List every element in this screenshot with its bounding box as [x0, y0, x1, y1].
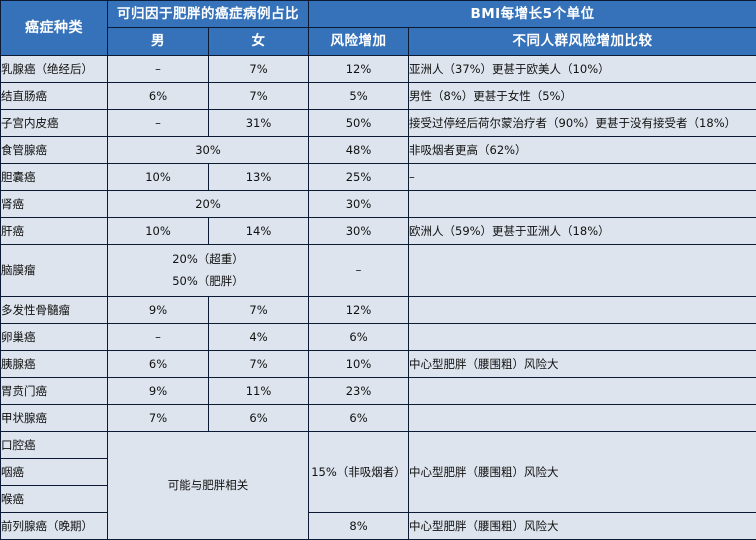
row-compare: 接受过停经后荷尔蒙治疗者（90%）更甚于没有接受者（18%） — [409, 110, 756, 137]
table-row: 食管腺癌 30% 48% 非吸烟者更高（62%） — [1, 137, 756, 164]
row-compare: – — [409, 164, 756, 191]
row-female: 6% — [209, 405, 309, 432]
row-name: 多发性骨髓瘤 — [1, 297, 108, 324]
table-row: 肝癌 10% 14% 30% 欧洲人（59%）更甚于亚洲人（18%） — [1, 218, 756, 245]
row-female: 14% — [209, 218, 309, 245]
row-name: 肝癌 — [1, 218, 108, 245]
table-row: 口腔癌 可能与肥胖相关 15%（非吸烟者） 中心型肥胖（腰围粗）风险大 — [1, 432, 756, 459]
row-sex-line-obese: 50%（肥胖） — [108, 271, 308, 293]
row-sex-merged: 20% — [108, 191, 309, 218]
row-name: 胆囊癌 — [1, 164, 108, 191]
row-female: 13% — [209, 164, 309, 191]
row-risk: 6% — [309, 324, 409, 351]
row-risk: 10% — [309, 351, 409, 378]
row-female: 4% — [209, 324, 309, 351]
row-risk-merged: 15%（非吸烟者） — [309, 432, 409, 513]
row-risk: 23% — [309, 378, 409, 405]
row-compare: 中心型肥胖（腰围粗）风险大 — [409, 513, 756, 540]
row-compare — [409, 378, 756, 405]
table-row: 结直肠癌 6% 7% 5% 男性（8%）更甚于女性（5%） — [1, 83, 756, 110]
row-male: – — [108, 56, 209, 83]
row-male: 10% — [108, 218, 209, 245]
row-name: 胃贲门癌 — [1, 378, 108, 405]
row-female: 11% — [209, 378, 309, 405]
row-compare: 亚洲人（37%）更甚于欧美人（10%） — [409, 56, 756, 83]
row-risk: 30% — [309, 218, 409, 245]
table-row: 肾癌 20% 30% — [1, 191, 756, 218]
row-risk: 25% — [309, 164, 409, 191]
row-risk: 30% — [309, 191, 409, 218]
row-male: 10% — [108, 164, 209, 191]
header-row-top: 癌症种类 可归因于肥胖的癌症病例占比 BMI每增长5个单位 — [1, 1, 756, 28]
header-category: 癌症种类 — [1, 1, 108, 56]
row-risk: 48% — [309, 137, 409, 164]
row-name: 咽癌 — [1, 459, 108, 486]
table-row: 胆囊癌 10% 13% 25% – — [1, 164, 756, 191]
table-row: 乳腺癌（绝经后） – 7% 12% 亚洲人（37%）更甚于欧美人（10%） — [1, 56, 756, 83]
row-sex-line-overweight: 20%（超重） — [108, 249, 308, 271]
row-name: 甲状腺癌 — [1, 405, 108, 432]
row-compare — [409, 297, 756, 324]
table-row: 胃贲门癌 9% 11% 23% — [1, 378, 756, 405]
table-row: 甲状腺癌 7% 6% 6% — [1, 405, 756, 432]
header-population-compare: 不同人群风险增加比较 — [409, 28, 756, 56]
row-name: 子宫内皮癌 — [1, 110, 108, 137]
row-name: 结直肠癌 — [1, 83, 108, 110]
header-male: 男 — [108, 28, 209, 56]
row-male: 9% — [108, 378, 209, 405]
row-risk: 50% — [309, 110, 409, 137]
row-sex-merged-bottom: 可能与肥胖相关 — [108, 432, 309, 540]
header-group-bmi: BMI每增长5个单位 — [309, 1, 756, 28]
table-row: 脑膜瘤 20%（超重） 50%（肥胖） – — [1, 245, 756, 297]
row-male: – — [108, 324, 209, 351]
table-row: 子宫内皮癌 – 31% 50% 接受过停经后荷尔蒙治疗者（90%）更甚于没有接受… — [1, 110, 756, 137]
row-risk: – — [309, 245, 409, 297]
row-compare: 中心型肥胖（腰围粗）风险大 — [409, 351, 756, 378]
row-female: 7% — [209, 297, 309, 324]
row-compare — [409, 191, 756, 218]
row-female: 31% — [209, 110, 309, 137]
row-risk: 12% — [309, 56, 409, 83]
row-risk: 8% — [309, 513, 409, 540]
row-male: 6% — [108, 351, 209, 378]
row-name: 卵巢癌 — [1, 324, 108, 351]
table-row: 卵巢癌 – 4% 6% — [1, 324, 756, 351]
row-compare: 非吸烟者更高（62%） — [409, 137, 756, 164]
row-female: 7% — [209, 83, 309, 110]
header-risk-increase: 风险增加 — [309, 28, 409, 56]
row-risk: 12% — [309, 297, 409, 324]
row-female: 7% — [209, 56, 309, 83]
row-name: 口腔癌 — [1, 432, 108, 459]
row-male: – — [108, 110, 209, 137]
row-compare: 男性（8%）更甚于女性（5%） — [409, 83, 756, 110]
row-compare: 欧洲人（59%）更甚于亚洲人（18%） — [409, 218, 756, 245]
row-female: 7% — [209, 351, 309, 378]
row-compare-merged: 中心型肥胖（腰围粗）风险大 — [409, 432, 756, 513]
row-name: 肾癌 — [1, 191, 108, 218]
row-risk: 5% — [309, 83, 409, 110]
row-male: 9% — [108, 297, 209, 324]
table-row: 胰腺癌 6% 7% 10% 中心型肥胖（腰围粗）风险大 — [1, 351, 756, 378]
row-sex-merged: 30% — [108, 137, 309, 164]
row-name: 前列腺癌（晚期） — [1, 513, 108, 540]
header-group-proportion: 可归因于肥胖的癌症病例占比 — [108, 1, 309, 28]
row-risk: 6% — [309, 405, 409, 432]
row-name: 喉癌 — [1, 486, 108, 513]
row-male: 6% — [108, 83, 209, 110]
header-female: 女 — [209, 28, 309, 56]
table-row: 多发性骨髓瘤 9% 7% 12% — [1, 297, 756, 324]
header-row-sub: 男 女 风险增加 不同人群风险增加比较 — [1, 28, 756, 56]
row-name: 食管腺癌 — [1, 137, 108, 164]
row-name: 脑膜瘤 — [1, 245, 108, 297]
row-male: 7% — [108, 405, 209, 432]
row-sex-merged: 20%（超重） 50%（肥胖） — [108, 245, 309, 297]
row-compare — [409, 324, 756, 351]
row-name: 乳腺癌（绝经后） — [1, 56, 108, 83]
row-name: 胰腺癌 — [1, 351, 108, 378]
row-compare — [409, 405, 756, 432]
row-compare — [409, 245, 756, 297]
